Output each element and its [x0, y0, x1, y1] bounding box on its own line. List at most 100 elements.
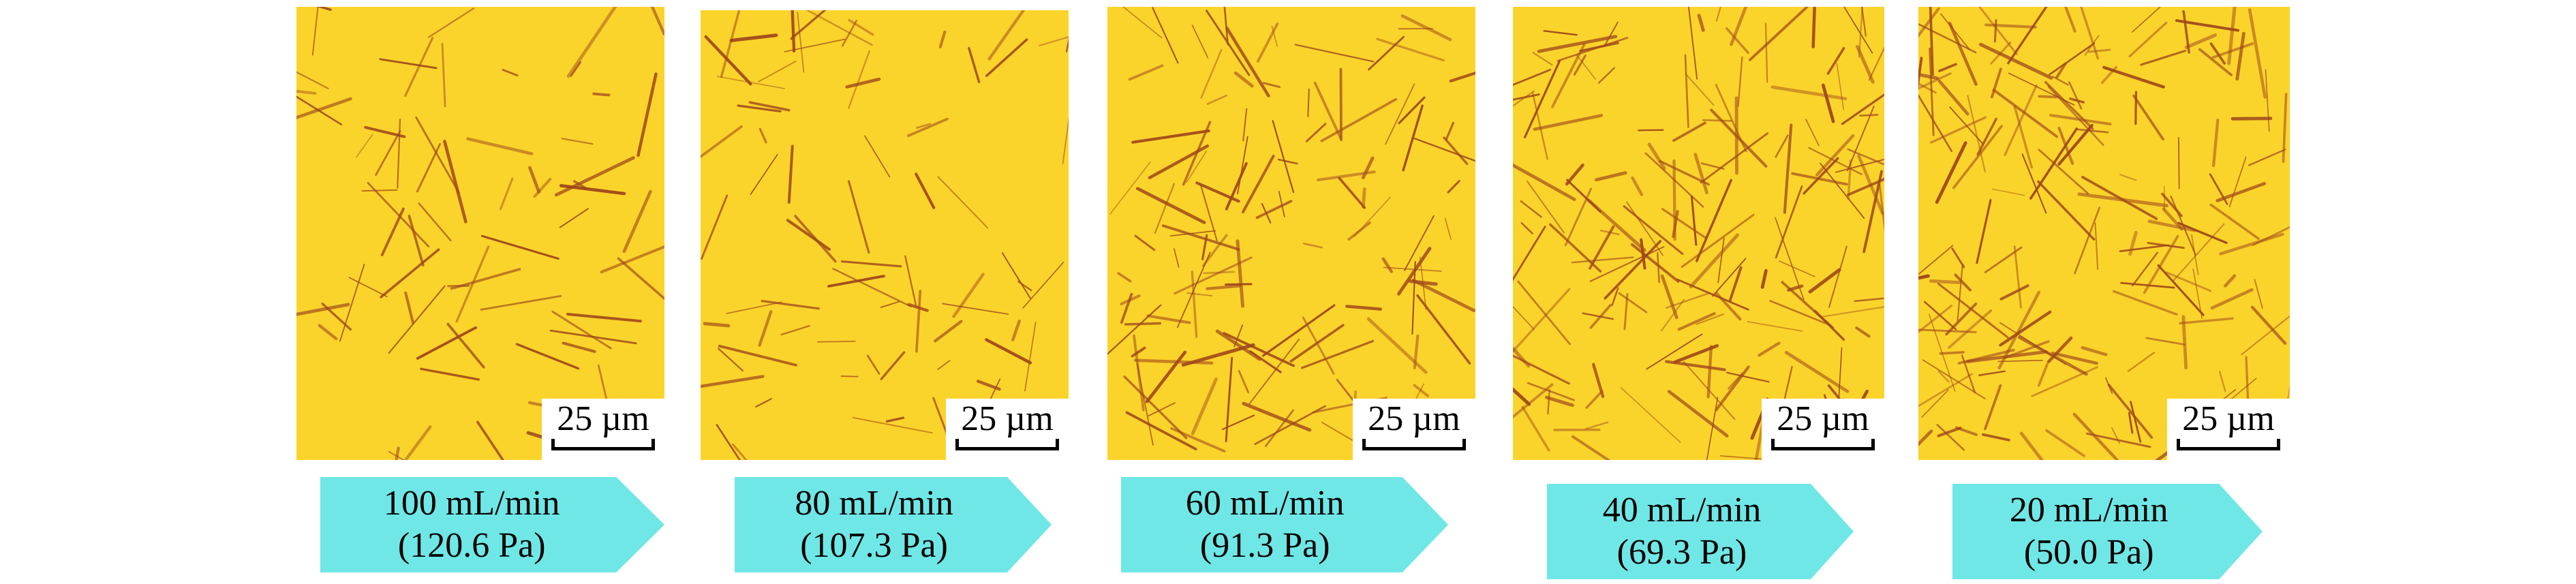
fiber	[731, 443, 748, 460]
fiber	[1411, 261, 1416, 335]
fiber	[1182, 121, 1212, 186]
fiber	[2084, 35, 2100, 56]
fiber	[2172, 223, 2225, 282]
fiber	[408, 215, 425, 267]
scale-bar-box-1: 25 µm	[542, 399, 664, 460]
fiber	[403, 425, 432, 460]
fiber	[1929, 47, 1935, 136]
fiber	[1579, 42, 1619, 52]
fiber	[1604, 21, 1619, 46]
fiber	[1693, 153, 1708, 195]
fiber	[1924, 301, 1957, 331]
fiber	[2170, 195, 2196, 256]
fiber	[1571, 435, 1611, 460]
fiber	[1859, 114, 1879, 117]
fiber	[1589, 246, 1665, 282]
fiber	[1918, 305, 1953, 334]
fiber	[1937, 370, 1950, 383]
fiber	[2087, 48, 2111, 53]
fiber	[1543, 30, 1578, 36]
fiber	[2209, 42, 2226, 65]
fiber	[701, 375, 765, 388]
fiber	[1120, 294, 1141, 306]
fiber	[2145, 337, 2186, 346]
fiber	[1690, 195, 1698, 246]
fiber	[500, 177, 514, 211]
fiber	[1413, 334, 1420, 369]
fiber	[916, 123, 931, 129]
micrograph-1: 25 µm	[296, 7, 664, 460]
fiber	[2219, 232, 2284, 256]
fiber	[1715, 292, 1742, 321]
fiber	[1702, 119, 1732, 122]
fiber	[2055, 62, 2067, 79]
fiber	[1381, 257, 1393, 273]
fiber	[1154, 183, 1176, 234]
fiber	[1961, 354, 1976, 394]
fiber	[1878, 183, 1884, 234]
fiber	[1993, 19, 1997, 43]
fiber	[1843, 7, 1873, 54]
fiber	[1828, 245, 1847, 308]
fiber	[1300, 340, 1375, 369]
fiber	[600, 245, 664, 274]
scale-label-4: 25 µm	[1777, 399, 1869, 438]
fiber	[2127, 352, 2156, 372]
fiber	[1513, 69, 1552, 87]
fiber	[847, 180, 870, 254]
fiber	[786, 219, 831, 251]
fiber	[415, 116, 460, 194]
fiber	[2248, 149, 2286, 166]
fiber	[1225, 356, 1233, 442]
fiber	[1513, 346, 1531, 368]
fiber	[2081, 345, 2108, 356]
fiber	[1984, 246, 2023, 273]
fiber	[1241, 155, 1275, 214]
scale-bar-box-4: 25 µm	[1762, 399, 1884, 460]
fiber	[1775, 134, 1789, 158]
fiber	[1305, 123, 1327, 142]
fiber	[428, 7, 475, 38]
fiber	[395, 446, 400, 460]
fiber	[1564, 187, 1593, 247]
fiber	[1551, 43, 1586, 108]
fiber	[2224, 274, 2237, 288]
fiber	[566, 7, 617, 78]
fiber-image-2	[701, 10, 1069, 460]
fiber	[1520, 221, 1533, 234]
fiber	[2074, 206, 2101, 275]
fiber	[1338, 176, 1366, 209]
fiber	[446, 322, 485, 369]
fiber	[748, 101, 791, 112]
fiber	[1233, 324, 1244, 348]
fiber	[1937, 427, 1962, 437]
fiber	[559, 208, 589, 228]
fiber	[1521, 405, 1550, 452]
fiber	[1520, 200, 1542, 218]
fiber	[2147, 242, 2185, 249]
fiber	[296, 97, 352, 119]
fiber	[375, 130, 401, 176]
fiber	[1706, 345, 1713, 399]
fiber	[1402, 104, 1424, 172]
scale-label-1: 25 µm	[557, 399, 649, 438]
fiber	[726, 301, 782, 314]
fiber	[2037, 180, 2096, 241]
fiber	[2119, 244, 2170, 252]
fiber	[2130, 401, 2142, 443]
fiber	[561, 138, 594, 145]
fiber	[906, 117, 949, 138]
fiber	[1992, 89, 2059, 138]
fiber	[1022, 262, 1064, 309]
fiber	[1997, 290, 2041, 369]
fiber	[942, 303, 1009, 315]
fiber	[1278, 191, 1285, 217]
fiber	[2038, 149, 2089, 195]
fiber	[938, 30, 947, 48]
fiber	[1109, 162, 1151, 215]
fiber	[1161, 224, 1240, 251]
fiber	[1223, 332, 1295, 367]
fiber	[1967, 95, 1987, 172]
fiber	[1710, 108, 1768, 168]
fiber	[2076, 128, 2109, 134]
